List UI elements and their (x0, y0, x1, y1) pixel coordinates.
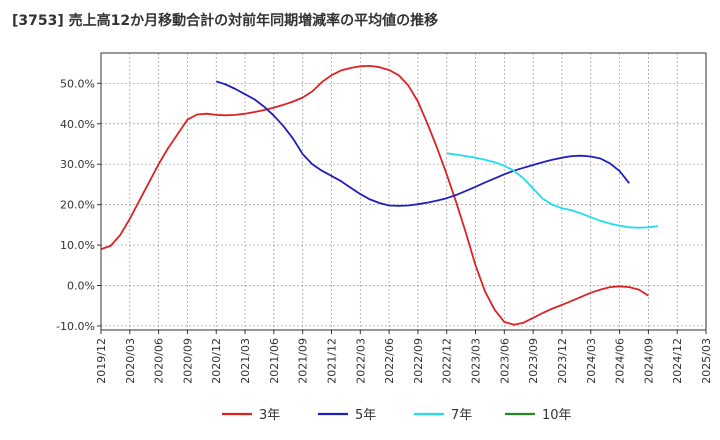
legend-label: 10年 (542, 408, 572, 423)
x-tick-label: 2024/12 (671, 338, 684, 384)
x-tick-label: 2022/06 (383, 338, 396, 384)
chart-title: [3753] 売上高12か月移動合計の対前年同期増減率の平均値の推移 (12, 13, 439, 29)
x-tick-label: 2022/09 (412, 338, 425, 384)
x-tick-label: 2023/06 (498, 338, 511, 384)
series-line-2 (446, 152, 659, 229)
y-axis-ticks: -10.0% 0.0% 10.0% 20.0% 30.0% 40.0% 50.0% (56, 77, 101, 333)
y-tick-label: -10.0% (56, 320, 95, 333)
series-lines (100, 65, 659, 326)
series-line-1 (215, 80, 630, 207)
x-tick-label: 2022/03 (354, 338, 367, 384)
series-line-0 (100, 65, 649, 326)
legend-label: 7年 (451, 408, 472, 423)
x-tick-label: 2020/06 (153, 338, 166, 384)
plot-frame (100, 52, 707, 331)
x-tick-label: 2024/06 (614, 338, 627, 384)
x-tick-label: 2022/12 (441, 338, 454, 384)
x-axis-ticks: 2019/12 2020/03 2020/06 2020/09 2020/12 2021/… (95, 330, 713, 384)
grid (100, 53, 707, 330)
x-tick-label: 2020/12 (210, 338, 223, 384)
x-tick-label: 2021/09 (297, 338, 310, 384)
y-tick-label: 0.0% (67, 280, 95, 293)
x-tick-label: 2021/12 (325, 338, 338, 384)
x-tick-label: 2023/03 (470, 338, 483, 384)
y-tick-label: 20.0% (60, 199, 95, 212)
x-tick-label: 2023/09 (527, 338, 540, 384)
x-tick-label: 2019/12 (95, 338, 108, 384)
x-tick-label: 2024/09 (642, 338, 655, 384)
legend-label: 5年 (355, 408, 376, 423)
x-tick-label: 2023/12 (556, 338, 569, 384)
x-tick-label: 2024/03 (585, 338, 598, 384)
x-tick-label: 2021/06 (268, 338, 281, 384)
y-tick-label: 40.0% (60, 118, 95, 131)
y-tick-label: 10.0% (60, 239, 95, 252)
x-tick-label: 2020/09 (181, 338, 194, 384)
legend: 3年 5年 7年 10年 (222, 408, 572, 423)
legend-label: 3年 (259, 408, 280, 423)
x-tick-label: 2025/03 (700, 338, 713, 384)
y-tick-label: 30.0% (60, 158, 95, 171)
x-tick-label: 2021/03 (239, 338, 252, 384)
x-tick-label: 2020/03 (124, 338, 137, 384)
y-tick-label: 50.0% (60, 77, 95, 90)
plot-area (101, 53, 706, 330)
